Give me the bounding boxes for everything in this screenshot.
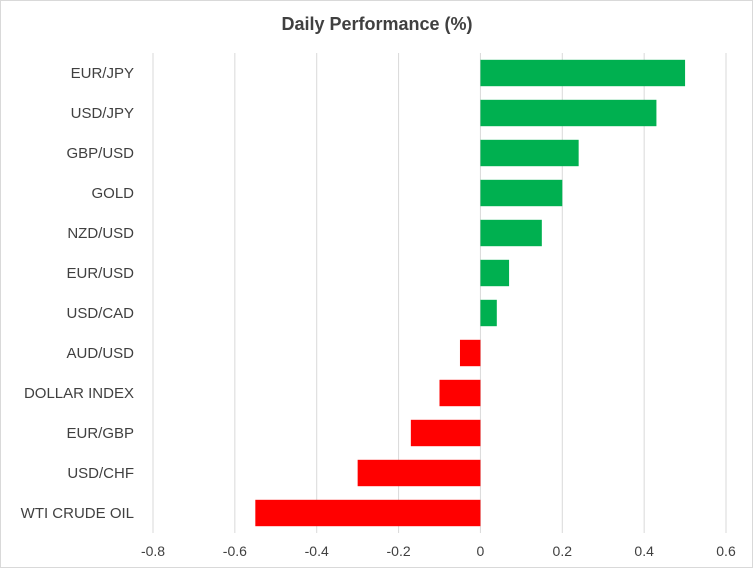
bar bbox=[480, 59, 686, 87]
x-tick-label: -0.4 bbox=[305, 543, 329, 559]
bar bbox=[480, 219, 542, 247]
bar bbox=[480, 99, 657, 127]
bar bbox=[410, 419, 481, 447]
x-tick-label: -0.2 bbox=[387, 543, 411, 559]
category-label: DOLLAR INDEX bbox=[24, 385, 134, 402]
bar bbox=[439, 379, 481, 407]
bar bbox=[480, 299, 497, 327]
gridlines bbox=[152, 53, 727, 533]
category-label: USD/JPY bbox=[71, 105, 134, 122]
x-axis-tick-labels: -0.8 -0.6 -0.4 -0.2 0 0.2 0.4 0.6 bbox=[141, 543, 736, 559]
category-label: WTI CRUDE OIL bbox=[21, 505, 134, 522]
bars bbox=[255, 59, 686, 527]
category-label: USD/CHF bbox=[67, 465, 134, 482]
chart-title: Daily Performance (%) bbox=[281, 14, 472, 34]
x-tick-label: 0.4 bbox=[634, 543, 654, 559]
category-label: AUD/USD bbox=[66, 345, 134, 362]
x-tick-label: 0.6 bbox=[716, 543, 736, 559]
x-tick-label: -0.8 bbox=[141, 543, 165, 559]
category-label: USD/CAD bbox=[66, 305, 134, 322]
category-label: GOLD bbox=[91, 185, 134, 202]
category-label: GBP/USD bbox=[66, 145, 134, 162]
bar bbox=[480, 259, 510, 287]
bar bbox=[357, 459, 481, 487]
bar bbox=[459, 339, 481, 367]
category-label: EUR/USD bbox=[66, 265, 134, 282]
category-label: EUR/GBP bbox=[66, 425, 134, 442]
x-tick-label: 0.2 bbox=[553, 543, 573, 559]
bar bbox=[480, 179, 563, 207]
category-label: EUR/JPY bbox=[71, 65, 134, 82]
x-tick-label: 0 bbox=[477, 543, 485, 559]
bar bbox=[255, 499, 481, 527]
category-labels: EUR/JPY USD/JPY GBP/USD GOLD NZD/USD EUR/USD U… bbox=[21, 65, 135, 522]
x-tick-label: -0.6 bbox=[223, 543, 247, 559]
bar bbox=[480, 139, 579, 167]
category-label: NZD/USD bbox=[67, 225, 134, 242]
